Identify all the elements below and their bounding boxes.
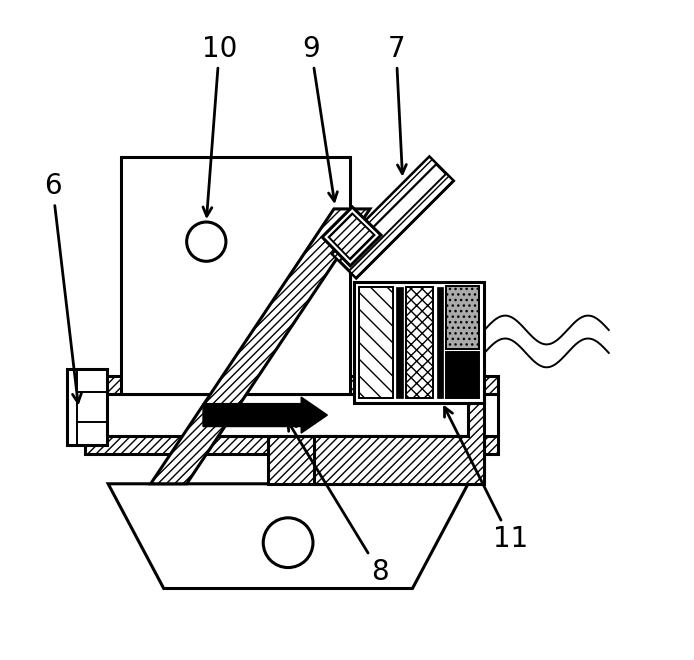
Bar: [85, 394, 498, 436]
Text: 11: 11: [445, 407, 528, 554]
Text: 9: 9: [302, 34, 337, 201]
Text: 10: 10: [202, 34, 237, 216]
Polygon shape: [151, 209, 370, 484]
Polygon shape: [314, 403, 484, 484]
Polygon shape: [108, 484, 468, 589]
Text: 8: 8: [288, 422, 389, 586]
Circle shape: [263, 518, 313, 568]
Circle shape: [187, 222, 226, 261]
Polygon shape: [349, 174, 453, 278]
Bar: [446, 352, 479, 398]
Bar: [353, 282, 484, 403]
Polygon shape: [332, 157, 437, 261]
Bar: [406, 288, 433, 398]
Polygon shape: [269, 436, 484, 484]
Text: 6: 6: [44, 172, 81, 403]
FancyArrow shape: [203, 397, 328, 433]
Polygon shape: [85, 436, 498, 454]
Bar: [359, 288, 393, 398]
Polygon shape: [332, 157, 453, 278]
Bar: [67, 369, 108, 445]
Polygon shape: [85, 376, 498, 394]
Polygon shape: [329, 213, 375, 259]
Bar: [396, 288, 403, 398]
Bar: [437, 288, 443, 398]
Polygon shape: [322, 207, 381, 266]
Text: 7: 7: [387, 34, 406, 174]
Polygon shape: [121, 156, 350, 394]
Bar: [446, 286, 479, 349]
